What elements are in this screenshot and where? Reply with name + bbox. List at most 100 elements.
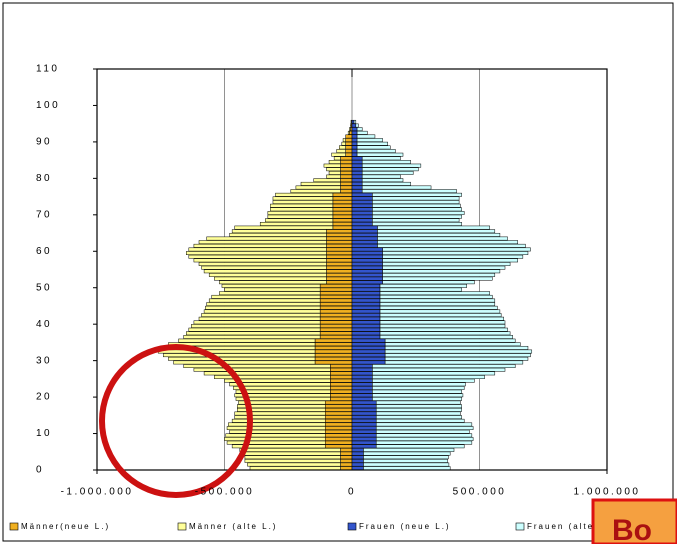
- bar: [272, 200, 334, 204]
- bar: [324, 400, 353, 405]
- bar: [330, 378, 353, 383]
- bar: [193, 320, 321, 325]
- bar: [351, 189, 363, 194]
- bar: [330, 389, 353, 394]
- bar: [208, 273, 327, 277]
- bar: [382, 251, 529, 255]
- bar: [314, 360, 353, 365]
- x-tick-label: 1.000.000: [574, 487, 641, 498]
- bar: [229, 382, 331, 387]
- bar: [345, 141, 353, 146]
- bar: [351, 389, 373, 394]
- bar: [314, 345, 353, 350]
- bar: [351, 214, 373, 219]
- bar: [375, 437, 474, 441]
- bar: [351, 335, 381, 339]
- bar: [351, 426, 377, 430]
- bar: [356, 149, 396, 153]
- bar: [237, 407, 326, 412]
- bar: [351, 400, 377, 405]
- bar: [324, 422, 353, 427]
- bar: [163, 353, 316, 358]
- bar: [342, 138, 346, 142]
- bar: [372, 371, 496, 376]
- bar: [361, 163, 422, 168]
- bar: [375, 411, 461, 416]
- bar: [214, 375, 331, 379]
- bar: [356, 134, 376, 139]
- bar: [351, 145, 358, 150]
- bar: [224, 378, 331, 383]
- bar: [351, 160, 363, 164]
- bar: [351, 327, 381, 332]
- bar: [351, 433, 377, 438]
- bar: [349, 130, 353, 135]
- bar: [319, 331, 353, 336]
- bar: [379, 335, 513, 339]
- bar: [178, 338, 316, 343]
- bar: [379, 320, 506, 325]
- bar: [203, 371, 331, 376]
- bar: [377, 225, 490, 230]
- bar: [347, 130, 350, 135]
- y-tick-label: 90: [36, 137, 52, 148]
- bar: [243, 451, 341, 456]
- y-tick-label: 100: [36, 100, 60, 111]
- bar: [351, 455, 364, 460]
- legend-swatch: [515, 522, 525, 531]
- bar: [351, 356, 386, 361]
- bar: [193, 258, 327, 263]
- bar: [384, 345, 529, 350]
- bar: [340, 160, 353, 164]
- bar: [375, 433, 473, 438]
- bar: [314, 356, 353, 361]
- bar: [319, 287, 353, 292]
- bar: [363, 458, 448, 463]
- bar: [375, 440, 473, 445]
- bar: [319, 294, 353, 299]
- bar: [314, 338, 353, 343]
- bar: [350, 123, 352, 128]
- bar: [206, 236, 327, 241]
- bar: [206, 302, 321, 307]
- bar: [372, 222, 462, 226]
- bar: [234, 415, 326, 420]
- bar: [372, 192, 462, 197]
- bar: [173, 360, 316, 365]
- bar: [351, 331, 381, 336]
- bar: [356, 145, 391, 150]
- bar: [379, 316, 504, 321]
- bar: [201, 265, 327, 270]
- bar: [351, 418, 377, 423]
- bar: [351, 353, 386, 358]
- bar: [319, 313, 353, 317]
- bar: [351, 156, 363, 161]
- bar: [372, 382, 466, 387]
- bar: [351, 451, 364, 456]
- bar: [345, 138, 353, 142]
- bar: [372, 211, 465, 215]
- bar: [351, 382, 373, 387]
- bar: [330, 375, 353, 379]
- y-tick-label: 70: [36, 209, 52, 220]
- bar: [384, 360, 524, 365]
- bar: [237, 404, 326, 409]
- legend-label: Männer(neue L.): [21, 522, 110, 531]
- bar: [231, 229, 327, 234]
- bar: [340, 466, 353, 471]
- bar: [332, 222, 353, 226]
- bar: [351, 378, 373, 383]
- bar: [351, 196, 373, 201]
- legend: Männer(neue L.) Männer (alte L.) Frauen (n…: [9, 522, 612, 531]
- bar: [382, 258, 518, 263]
- bar: [377, 243, 526, 248]
- bar: [323, 163, 341, 168]
- bar: [330, 393, 353, 398]
- bar: [351, 265, 383, 270]
- bar: [375, 400, 461, 405]
- bar: [247, 462, 341, 467]
- bar: [351, 444, 377, 449]
- bar: [326, 262, 353, 266]
- bar: [361, 156, 401, 161]
